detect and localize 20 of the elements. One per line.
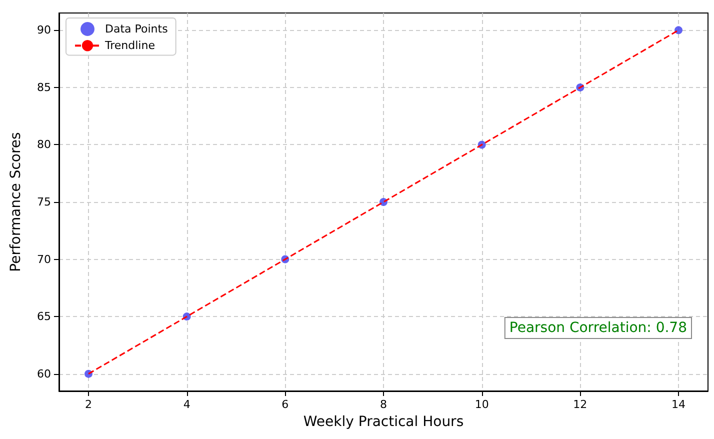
x-tick-label: 6 bbox=[282, 398, 289, 411]
x-tick-label: 8 bbox=[380, 398, 387, 411]
y-tick-label: 60 bbox=[37, 367, 51, 380]
y-tick-label: 65 bbox=[37, 310, 51, 324]
y-tick-label: 90 bbox=[37, 24, 51, 37]
legend-label: Trendline bbox=[104, 39, 156, 52]
x-tick-label: 2 bbox=[85, 398, 92, 411]
legend-label: Data Points bbox=[105, 22, 168, 36]
y-tick-label: 75 bbox=[37, 196, 51, 208]
x-axis-title: Weekly Practical Hours bbox=[303, 414, 464, 430]
annotation: Pearson Correlation: 0.78 bbox=[509, 320, 688, 336]
y-tick-label: 80 bbox=[37, 138, 51, 152]
x-tick-label: 12 bbox=[573, 398, 588, 411]
x-tick-label: 10 bbox=[474, 398, 489, 411]
y-axis-title: Performance Scores bbox=[8, 132, 24, 272]
point bbox=[674, 26, 682, 34]
y-tick-label: 70 bbox=[37, 252, 51, 266]
x-tick-label: 14 bbox=[672, 398, 686, 411]
y-tick-label: 85 bbox=[37, 80, 51, 94]
x-tick-label: 4 bbox=[183, 398, 190, 411]
